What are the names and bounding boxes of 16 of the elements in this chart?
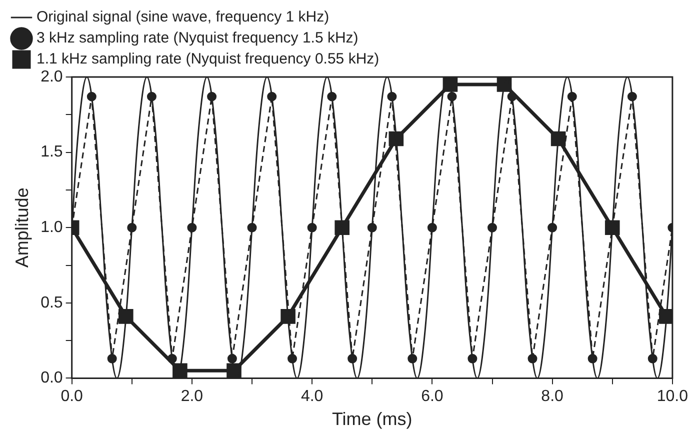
y-axis-title: Amplitude <box>12 188 32 268</box>
x-tick-label: 0.0 <box>60 388 84 406</box>
legend-label: Original signal (sine wave, frequency 1 kHz) <box>36 8 330 26</box>
x-tick-label: 8.0 <box>541 388 564 406</box>
y-tick-label: 2.0 <box>40 68 63 86</box>
legend-label: 1.1 kHz sampling rate (Nyquist frequency 0.55 kHz) <box>36 50 380 68</box>
x-tick-label: 2.0 <box>180 388 204 406</box>
legend-label: 3 kHz sampling rate (Nyquist frequency 1.5 kHz) <box>36 30 358 47</box>
x-tick-label: 6.0 <box>421 388 444 406</box>
x-axis-title: Time (ms) <box>332 409 412 430</box>
y-tick-label: 0.0 <box>40 370 63 387</box>
y-tick-label: 1.0 <box>40 219 63 236</box>
x-tick-label: 4.0 <box>300 388 324 406</box>
y-tick-label: 1.5 <box>40 144 63 161</box>
y-tick-label: 0.5 <box>40 294 63 312</box>
x-tick-label: 10.0 <box>656 388 688 406</box>
